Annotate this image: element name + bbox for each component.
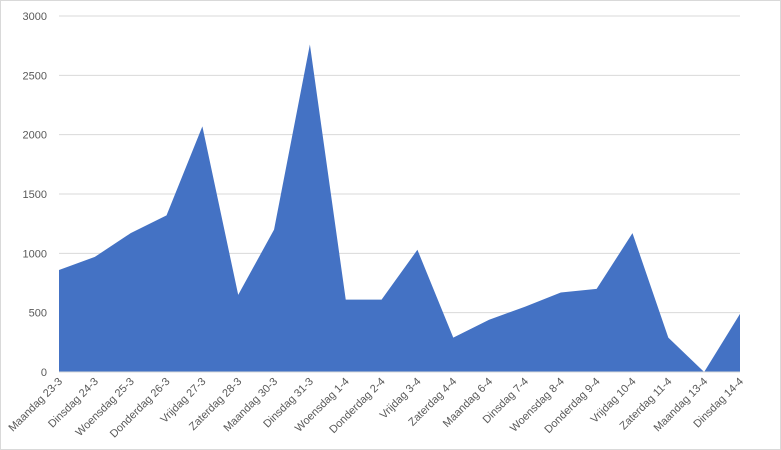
- y-tick-label: 1000: [23, 248, 47, 260]
- y-tick-label: 3000: [23, 11, 47, 23]
- y-tick-label: 1500: [23, 189, 47, 201]
- y-tick-label: 0: [41, 367, 47, 379]
- y-tick-label: 2000: [23, 130, 47, 142]
- y-tick-label: 2500: [23, 70, 47, 82]
- area: [59, 44, 740, 372]
- y-tick-label: 500: [29, 308, 47, 320]
